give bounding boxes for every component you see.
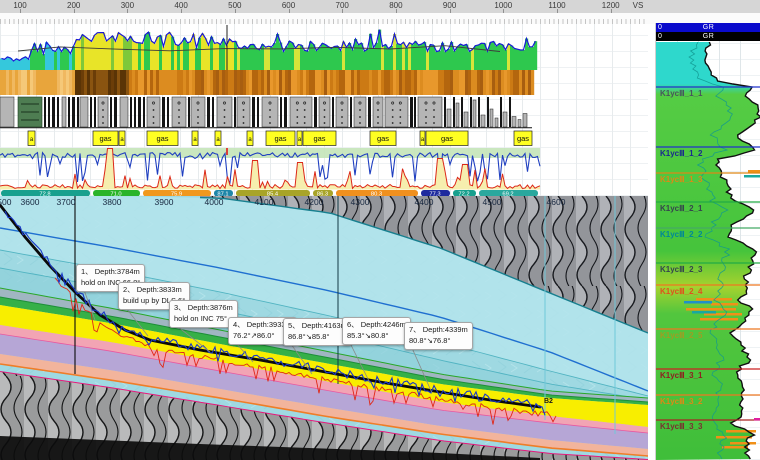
depth-ruler-number: 4000 <box>205 197 224 207</box>
gas-marker-label: gas <box>313 134 325 143</box>
annotation-depth-text: 2、 Depth:3833m <box>123 284 185 295</box>
depth-ruler-number: 4400 <box>415 197 434 207</box>
gas-marker-label: gas <box>156 134 168 143</box>
formation-label: K1ycⅢ_3_1 <box>660 371 703 380</box>
formation-label: K1ycⅢ_1_3 <box>660 175 703 184</box>
depth-ruler-number: 4600 <box>547 197 566 207</box>
formation-label: K1ycⅢ_3_2 <box>660 397 703 406</box>
gr-header-row-2: 0GR <box>656 32 760 41</box>
log-tracks-canvas: agasagasaaagasagasgasagasgas72.871.075.9… <box>0 24 648 196</box>
formation-label: K1ycⅢ_2_4 <box>660 287 703 296</box>
gr-curve-title: GR <box>656 23 760 32</box>
geosteering-app-window: VS 1002003004005006007008009001000110012… <box>0 0 760 460</box>
gas-marker-label: gas <box>377 134 389 143</box>
formation-label: K1ycⅢ_3_3 <box>660 422 703 431</box>
depth-ruler-number: 4200 <box>305 197 324 207</box>
annotation-angle-text: 86.8°↘85.8° <box>288 331 347 342</box>
gr-panel-headers: 0GR0GR <box>656 23 760 41</box>
log-tracks-panel: agasagasaaagasagasgasagasgas72.871.075.9… <box>0 24 648 196</box>
gas-marker-label: gas <box>99 134 111 143</box>
formation-label: K1ycⅢ_1_1 <box>660 89 703 98</box>
gr-curve-title: GR <box>656 32 760 41</box>
formation-label: K1ycⅢ_2_3 <box>660 265 703 274</box>
annotation-angle-text: hold on INC 75° <box>174 313 233 324</box>
depth-ruler-number: 3600 <box>21 197 40 207</box>
annotation-depth-text: 7、 Depth:4339m <box>409 324 468 335</box>
formation-label: K1ycⅢ_1_2 <box>660 149 703 158</box>
annotation-depth-text: 6、 Depth:4246m <box>347 319 406 330</box>
depth-ruler-number: 3800 <box>103 197 122 207</box>
formation-label: K1ycⅢ_2_1 <box>660 204 703 213</box>
annotation-angle-text: 80.8°↘76.8° <box>409 335 468 346</box>
gr-correlation-panel: 0GR0GR K1ycⅢ_1_1K1ycⅢ_1_2K1ycⅢ_1_3K1ycⅢ_… <box>655 23 760 460</box>
depth-ruler-number: 4300 <box>351 197 370 207</box>
vs-unit-label: VS <box>633 1 644 10</box>
gr-header-row-1: 0GR <box>656 23 760 32</box>
depth-ruler-number: 3900 <box>155 197 174 207</box>
annotation-depth-text: 3、 Depth:3876m <box>174 302 233 313</box>
target-point-b2-label: B2 <box>544 398 553 405</box>
depth-ruler-number: 4500 <box>483 197 502 207</box>
ruler-tick-row <box>0 13 760 24</box>
vs-ruler: VS 1002003004005006007008009001000110012… <box>0 0 760 14</box>
depth-ruler-number: 3500 <box>0 197 11 207</box>
seismic-section-panel[interactable]: B2 3500 3600 3700 3800 3900 4000 4100 4200 4300 4… <box>0 196 648 460</box>
gas-marker-label: gas <box>274 134 286 143</box>
gr-log-canvas: K1ycⅢ_1_1 K1ycⅢ_1_2 K1ycⅢ_1_3 K1ycⅢ_2_1 K1yc… <box>656 42 760 460</box>
depth-annotation-7[interactable]: 7、 Depth:4339m80.8°↘76.8° <box>404 322 473 350</box>
annotation-depth-text: 5、 Depth:4163m <box>288 320 347 331</box>
gas-marker-label: gas <box>441 134 453 143</box>
formation-label: K1ycⅢ_2_5 <box>660 331 703 340</box>
gas-marker-label: gas <box>517 134 529 143</box>
depth-ruler-number: 4100 <box>255 197 274 207</box>
annotation-angle-text: 85.3°↘80.8° <box>347 330 406 341</box>
annotation-depth-text: 1、 Depth:3784m <box>81 266 140 277</box>
depth-annotation-6[interactable]: 6、 Depth:4246m85.3°↘80.8° <box>342 317 411 345</box>
depth-ruler-number: 3700 <box>57 197 76 207</box>
formation-label: K1ycⅢ_2_2 <box>660 230 703 239</box>
